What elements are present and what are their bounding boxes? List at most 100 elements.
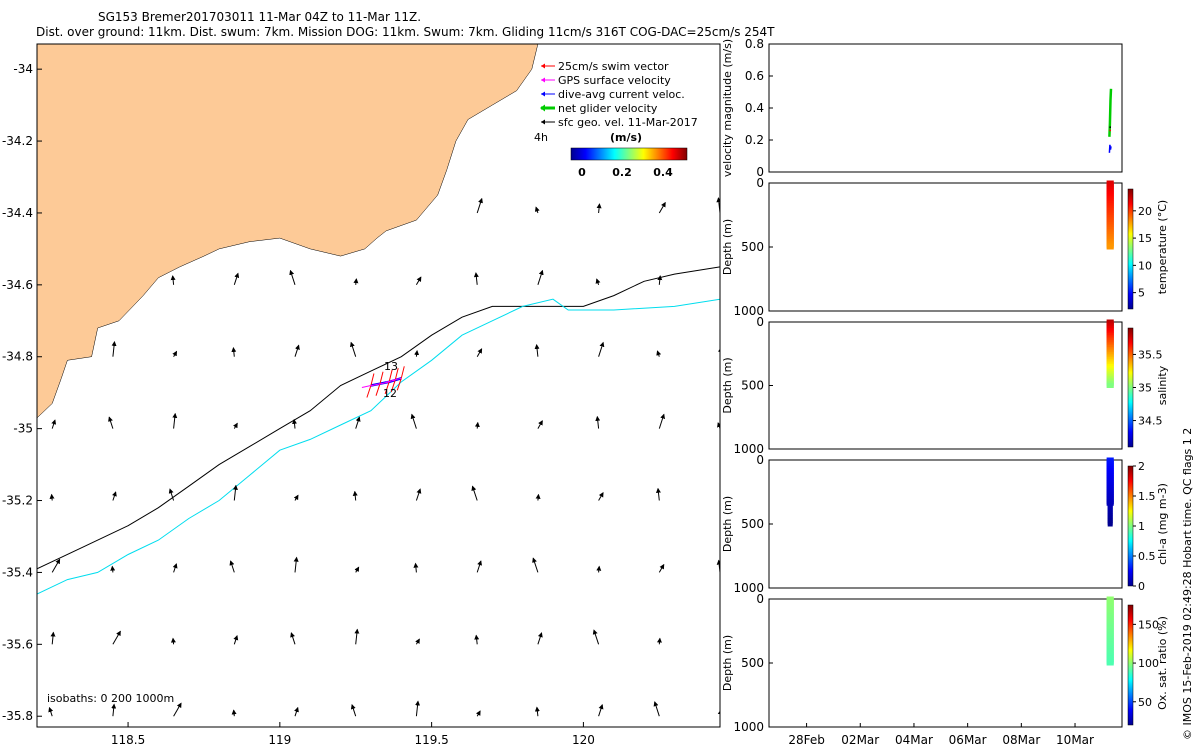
time-x-ticks: 28Feb 02Mar 04Mar 06Mar 08Mar 10Mar: [788, 723, 1094, 747]
imos-credit: © IMOS 15-Feb-2019 02:49:28 Hobart time.…: [1181, 428, 1194, 740]
velocity-vectors: [48, 197, 720, 717]
geo-velocity-arrow: [415, 488, 422, 501]
panel-colorbar: [1127, 327, 1134, 448]
colorbar-tick-label: 1.5: [1138, 490, 1156, 503]
profile-point: [1108, 244, 1114, 250]
colorbar-tick-label: 50: [1138, 696, 1152, 709]
velocity-series-line: [1108, 88, 1113, 137]
dive-label-12: 12: [383, 387, 397, 400]
geo-velocity-arrow: [413, 562, 419, 573]
panel-y-label: Depth (m): [721, 496, 734, 552]
geo-velocity-arrow: [596, 203, 602, 214]
dive-label-13: 13: [384, 360, 398, 373]
colorbar-tick-label: 34.5: [1138, 415, 1163, 428]
colorbar-tick-label: 150: [1138, 618, 1159, 631]
colorbar-tick-04: 0.4: [653, 166, 673, 179]
colorbar-tick-label: 20: [1138, 205, 1152, 218]
map-y-tick-label: -34.4: [2, 206, 33, 220]
map-y-tick-label: -34: [13, 62, 33, 76]
swim-vector: [375, 383, 381, 396]
legend-item-sfc-geo-velocity: sfc geo. vel. 11-Mar-2017: [541, 116, 698, 129]
geo-velocity-arrow: [534, 343, 540, 357]
swim-vector: [394, 367, 399, 381]
svg-text:dive-avg current veloc.: dive-avg current veloc.: [558, 88, 685, 101]
swim-vector: [390, 379, 396, 393]
geo-velocity-arrow: [350, 704, 357, 717]
land-mass: [37, 44, 539, 419]
geo-velocity-arrow: [658, 563, 665, 573]
map-y-tick-label: -34.8: [2, 350, 33, 364]
geo-velocity-arrow: [475, 710, 481, 717]
colorbar-label: chl-a (mg m-3): [1156, 483, 1169, 565]
panel-4: 0 500 1000 Depth (m) 0 0.5 1 1.5 2 chl-a (mg m-3): [721, 453, 1169, 595]
map-y-tick-label: -35.6: [2, 637, 33, 651]
geo-velocity-arrow: [595, 415, 601, 429]
colorbar-tick-02: 0.2: [612, 166, 632, 179]
panel-y-tick-label: 500: [741, 656, 764, 670]
geo-velocity-arrow: [51, 558, 61, 573]
map-y-tick-label: -35.2: [2, 494, 33, 508]
geo-velocity-arrow: [112, 630, 121, 645]
svg-text:sfc geo. vel. 11-Mar-2017: sfc geo. vel. 11-Mar-2017: [558, 116, 698, 129]
panel-y-tick-label: 1000: [733, 581, 764, 595]
geo-velocity-arrow: [537, 632, 543, 645]
panel-frame: [768, 459, 1123, 589]
colorbar-tick-label: 15: [1138, 232, 1152, 245]
geo-velocity-arrow: [170, 275, 176, 285]
geo-velocity-arrow: [292, 418, 298, 429]
colorbar-tick-label: 35: [1138, 382, 1152, 395]
geo-velocity-arrow: [232, 484, 238, 501]
geo-velocity-arrow: [352, 490, 358, 501]
panel-y-tick-label: 0: [756, 592, 764, 606]
svg-text:GPS surface velocity: GPS surface velocity: [558, 74, 671, 87]
colorbar-label: salinity: [1156, 365, 1169, 405]
geo-velocity-arrow: [532, 557, 539, 573]
colorbar-title: (m/s): [610, 131, 642, 144]
panel-frame: [768, 182, 1123, 312]
geo-velocity-arrow: [410, 413, 417, 429]
colorbar-tick-label: 1: [1138, 520, 1145, 533]
map-y-tick-label: -34.6: [2, 278, 33, 292]
panel-y-tick-label: 1000: [733, 720, 764, 734]
profile-point: [1108, 660, 1114, 666]
colorbar-tick-label: 10: [1138, 259, 1152, 272]
geo-velocity-arrow: [657, 275, 663, 285]
geo-velocity-arrow: [656, 350, 662, 357]
panel-y-tick-label: 500: [741, 517, 764, 531]
geo-velocity-arrow: [414, 349, 420, 357]
geo-velocity-arrow: [293, 556, 299, 573]
geo-velocity-arrow: [294, 344, 300, 357]
geo-velocity-arrow: [289, 269, 296, 285]
swim-vector: [396, 378, 402, 391]
panel-y-tick-label: 1000: [733, 442, 764, 456]
panel-frame: [768, 598, 1123, 728]
geo-velocity-arrow: [476, 348, 483, 357]
panel-y-tick-label: 0: [756, 453, 764, 467]
geo-velocity-arrow: [534, 206, 540, 214]
geo-velocity-arrow: [473, 272, 479, 285]
panel-y-tick-label: 500: [741, 240, 764, 254]
time-x-tick-label: 28Feb: [788, 733, 825, 747]
colorbar-tick-label: 0: [1138, 580, 1145, 593]
map-y-tick-label: -34.2: [2, 134, 33, 148]
colorbar-tick-label: 100: [1138, 657, 1159, 670]
time-x-tick-label: 04Mar: [895, 733, 933, 747]
panel-y-tick-label: 0: [756, 315, 764, 329]
swim-vector: [379, 371, 384, 384]
geo-velocity-arrow: [112, 491, 117, 501]
geo-velocity-arrow: [471, 485, 478, 501]
colorbar-label: temperature (°C): [1156, 200, 1169, 294]
geo-velocity-arrow: [233, 635, 239, 645]
geo-velocity-arrow: [415, 276, 422, 286]
panel-y-tick-label: 0.6: [745, 69, 764, 83]
geo-velocity-arrow: [111, 340, 117, 357]
panel-y-tick-label: 1000: [733, 304, 764, 318]
geo-velocity-arrow: [111, 703, 117, 717]
legend-item-net-glider-velocity: net glider velocity: [540, 102, 658, 115]
geo-velocity-arrow: [233, 272, 240, 285]
geo-velocity-arrow: [598, 341, 605, 357]
geo-velocity-arrow: [172, 412, 178, 429]
geo-velocity-arrow: [173, 702, 182, 717]
geo-velocity-arrow: [50, 631, 56, 645]
panel-frame: [768, 321, 1123, 450]
